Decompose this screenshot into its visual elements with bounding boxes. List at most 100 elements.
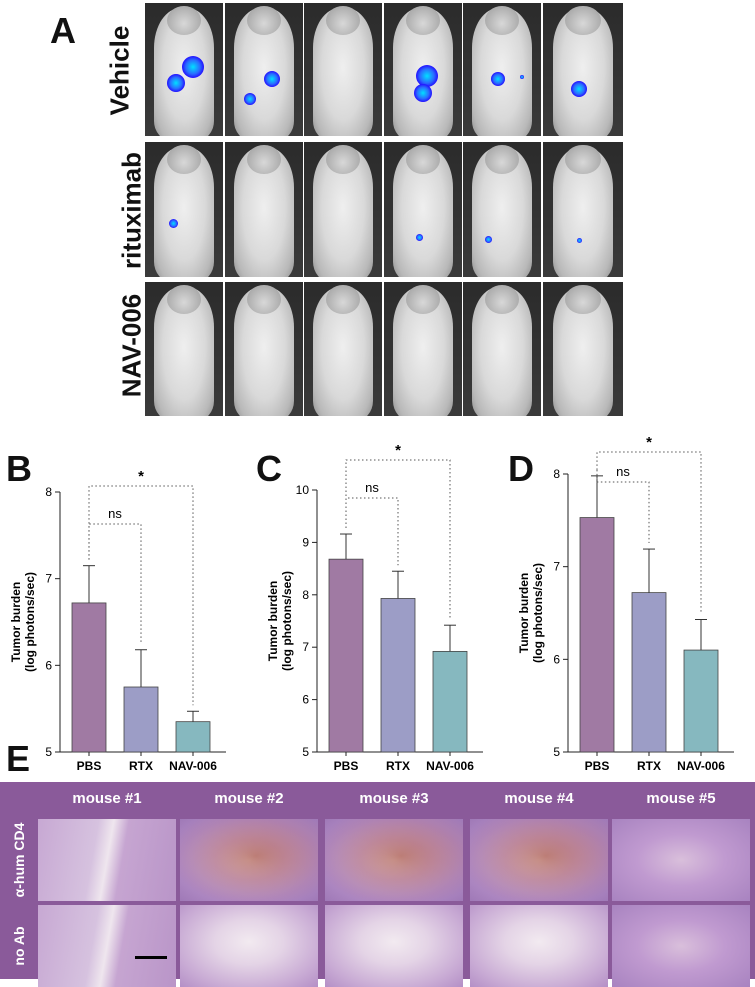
row-divider: [145, 137, 624, 141]
chart-c: 5 6 7 8 9 10 Tumor burden (log photons/sec) PBS R…: [252, 440, 502, 773]
mouse-image: [463, 282, 541, 416]
significance-label: *: [395, 442, 401, 459]
bioluminescence-signal: [571, 81, 587, 98]
ihc-micrograph: [180, 819, 318, 901]
bioluminescence-signal: [491, 71, 506, 86]
ihc-micrograph: [325, 819, 463, 901]
x-tick-label: PBS: [77, 759, 102, 770]
bioluminescence-signal: [182, 55, 205, 78]
panel-e-letter: E: [6, 738, 31, 779]
significance-label: *: [646, 434, 652, 451]
mouse-image: [225, 142, 303, 277]
significance-label: ns: [616, 464, 630, 479]
y-tick-label: 7: [553, 560, 560, 574]
y-tick-label: 10: [296, 483, 310, 497]
mouse-image: [145, 142, 223, 277]
bioluminescence-signal: [519, 75, 524, 80]
x-tick-label: PBS: [585, 759, 610, 770]
bar: [71, 602, 107, 753]
significance-label: ns: [108, 506, 122, 521]
bioluminescence-signal: [415, 65, 438, 88]
y-tick-label: 7: [45, 572, 52, 586]
chart-b: 5 6 7 8 Tumor burden (log photons/sec) PBS RTX N…: [0, 468, 250, 773]
mouse-image: [463, 3, 541, 136]
x-tick-label: RTX: [386, 759, 410, 770]
y-tick-label: 6: [302, 693, 309, 707]
ihc-column-label: mouse #4: [504, 790, 574, 807]
mouse-image: [384, 282, 462, 416]
mouse-image: [543, 3, 623, 136]
ihc-micrograph: [612, 905, 750, 987]
ihc-column-label: mouse #5: [646, 790, 716, 807]
y-tick-label: 5: [302, 745, 309, 759]
y-tick-label: 5: [45, 745, 52, 759]
bioluminescence-signal: [243, 92, 256, 105]
y-axis-label: (log photons/sec): [280, 571, 294, 671]
y-axis-label: Tumor burden: [9, 582, 23, 662]
y-axis-label: Tumor burden: [266, 581, 280, 661]
bioluminescence-signal: [485, 235, 493, 243]
row-label-nav006: NAV-006: [116, 293, 147, 398]
row-label-rituximab: rituximab: [116, 151, 147, 270]
panel-a-letter: A: [50, 10, 76, 51]
ihc-column-label: mouse #2: [214, 790, 284, 807]
y-tick-label: 9: [302, 535, 309, 549]
x-tick-label: PBS: [334, 759, 359, 770]
panel-b-letter: B: [6, 448, 32, 489]
x-tick-label: NAV-006: [426, 759, 474, 770]
ihc-row-label: no Ab: [11, 926, 27, 966]
bioluminescence-signal: [576, 238, 582, 244]
y-tick-label: 7: [302, 640, 309, 654]
significance-bracket: [596, 451, 702, 614]
ihc-micrograph: [470, 905, 608, 987]
mouse-image: [304, 3, 382, 136]
y-axis-label: (log photons/sec): [23, 572, 37, 672]
bar: [328, 558, 364, 753]
mouse-image: [145, 282, 223, 416]
y-axis-label: Tumor burden: [517, 573, 531, 653]
ihc-micrograph: [38, 819, 176, 901]
bar: [175, 721, 211, 753]
significance-bracket: [345, 497, 399, 566]
ihc-column-label: mouse #1: [72, 790, 142, 807]
mouse-image: [543, 282, 623, 416]
y-tick-label: 6: [45, 658, 52, 672]
x-tick-label: NAV-006: [169, 759, 217, 770]
mouse-image: [225, 3, 303, 136]
cd4-staining: [180, 819, 318, 901]
significance-label: *: [138, 470, 144, 485]
chart-d: 5 6 7 8 Tumor burden (log photons/sec) PBS RTX N…: [505, 432, 755, 773]
bar: [631, 592, 667, 753]
y-tick-label: 8: [45, 485, 52, 499]
mouse-image: [384, 3, 462, 136]
bioluminescence-signal: [415, 234, 423, 242]
mouse-image: [304, 282, 382, 416]
ihc-micrograph: [325, 905, 463, 987]
panel-c-letter: C: [256, 448, 282, 489]
bioluminescence-signal: [414, 84, 432, 103]
mouse-image: [463, 142, 541, 277]
bar: [579, 517, 615, 753]
ihc-row-label: α-hum CD4: [11, 822, 27, 898]
x-tick-label: RTX: [637, 759, 661, 770]
bioluminescence-signal: [263, 70, 280, 87]
bar: [683, 649, 719, 753]
row-divider: [145, 277, 624, 281]
significance-bracket: [88, 485, 194, 706]
y-tick-label: 8: [302, 588, 309, 602]
ihc-micrograph: [470, 819, 608, 901]
scale-bar: [135, 956, 167, 959]
panel-d-letter: D: [508, 448, 534, 489]
ihc-micrograph: [38, 905, 176, 987]
ihc-micrograph: [180, 905, 318, 987]
mouse-image: [225, 282, 303, 416]
ihc-column-label: mouse #3: [359, 790, 429, 807]
bar: [432, 650, 468, 753]
row-label-vehicle: Vehicle: [104, 25, 135, 116]
bar: [123, 686, 159, 753]
y-tick-label: 5: [553, 745, 560, 759]
bioluminescence-signal: [167, 73, 186, 92]
mouse-image: [543, 142, 623, 277]
mouse-image: [304, 142, 382, 277]
x-tick-label: NAV-006: [677, 759, 725, 770]
